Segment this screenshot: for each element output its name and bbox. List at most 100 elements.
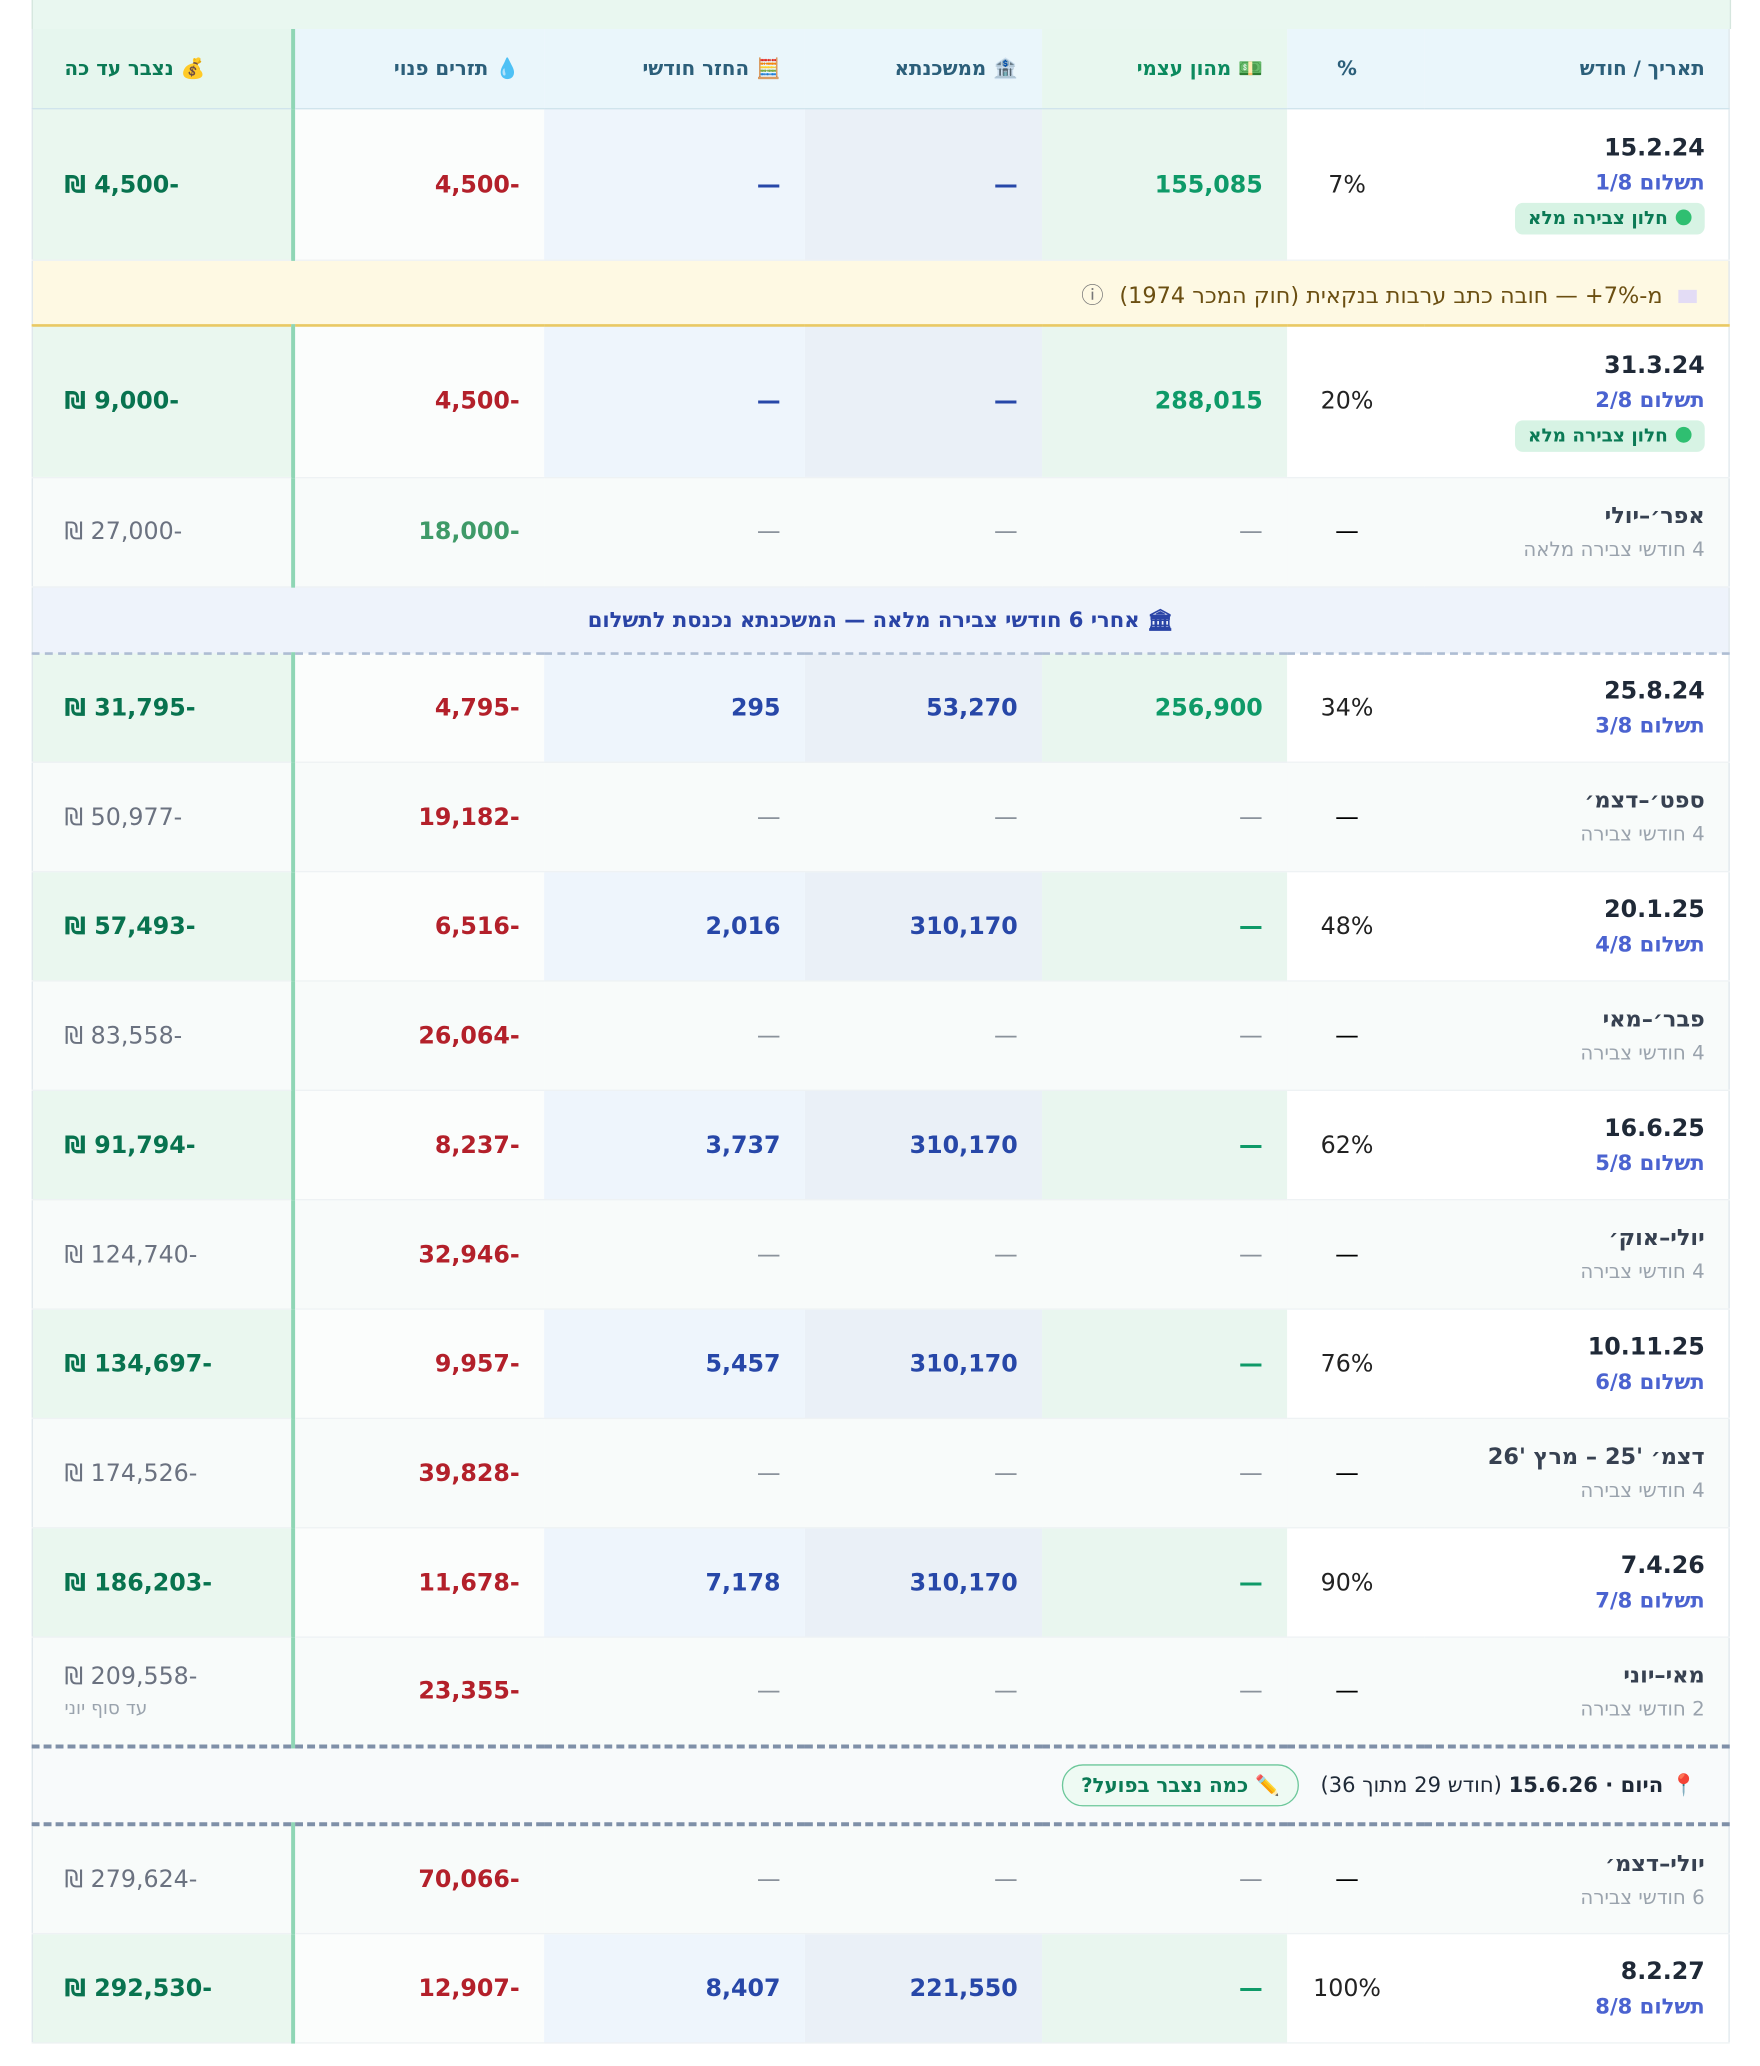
mortgage-cell: 310,170 [804,1309,1042,1420]
mortgage-cell: — [804,1418,1042,1529]
percent: 7% [1286,108,1424,261]
payment-row: 16.6.25 תשלום 5/8 62% —310,170 3,737 8,237- ₪ … [32,1090,1730,1201]
header-cell: 💵 מהון עצמי [1041,28,1287,110]
date: 15.2.24 [1604,134,1705,163]
total-cell: ₪ 209,558- עד סוף יוני [32,1637,296,1748]
total-cell: ₪ 91,794- [32,1090,296,1201]
repay-cell: — [543,1199,805,1310]
edit-button[interactable]: ✏️ כמה נצבר בפועל? [1061,1764,1300,1807]
total-cell: ₪ 57,493- [32,871,296,982]
total: ₪ 186,203- [64,1568,213,1597]
mortgage-cell: 221,550 [804,1933,1042,2044]
date: יולי–אוק׳ [1608,1225,1705,1252]
date-cell: 20.1.25 תשלום 4/8 [1423,871,1730,982]
total-cell: ₪ 279,624- [32,1824,296,1935]
percent: — [1286,1199,1424,1310]
repay-cell: — [543,980,805,1091]
mortgage-cell: — [804,476,1042,587]
total: ₪ 31,795- [64,694,196,722]
total: ₪ 91,794- [64,1131,196,1159]
accumulation-table: תאריך / חודש % 💵 מהון עצמי 🏦 ממשכנתא 🧮 ה… [31,28,1730,2044]
total: ₪ 209,558- [64,1662,198,1691]
date: 7.4.26 [1620,1552,1705,1580]
date-sub: תשלום 5/8 [1595,1150,1705,1176]
date-cell: 31.3.24 תשלום 2/8 חלון צבירה מלא [1423,325,1730,478]
date: ספט׳–דצמ׳ [1584,787,1705,815]
date-cell: 7.4.26 תשלום 7/8 [1423,1527,1730,1638]
summary-row: פבר׳–מאי 4 חודשי צבירה — — — —26,064- ₪ 83,558… [32,980,1730,1091]
payment-row: 20.1.25 תשלום 4/8 48% —310,170 2,016 6,516- ₪ … [32,871,1730,982]
flow-cell: 70,066- [293,1824,544,1935]
flow-cell: 26,064- [293,980,544,1091]
repay-cell: — [543,108,805,261]
percent: 90% [1286,1527,1424,1638]
total: ₪ 174,526- [64,1459,198,1487]
mortgage-cell: 310,170 [804,1090,1042,1201]
percent: — [1286,1418,1424,1529]
mortgage-cell: — [804,1637,1042,1748]
percent: — [1286,980,1424,1091]
today-row: 📍 היום · 15.6.26 (חודש 29 מתוך 36) ✏️ כמה… [32,1744,1730,1827]
summary-row: יולי–אוק׳ 4 חודשי צבירה — — — —32,946- ₪ 124,7… [32,1199,1730,1310]
date-sub: 2 חודשי צבירה [1580,1696,1705,1721]
date: 20.1.25 [1604,895,1705,924]
date-sub: 4 חודשי צבירה [1580,1040,1705,1065]
note-cell: מ-7%+ — חובה כתב ערבות בנקאית (חוק המכר … [32,260,1730,327]
payment-row: 8.2.27 תשלום 8/8 100% —221,550 8,407 12,907- ₪… [32,1933,1730,2044]
date-cell: דצמ׳ '25 – מרץ '26 4 חודשי צבירה [1423,1418,1730,1529]
total-cell: ₪ 27,000- [32,476,296,587]
flow-cell: 12,907- [293,1933,544,2044]
total-note: עד סוף יוני [64,1698,148,1720]
total: ₪ 50,977- [64,803,183,831]
today-detail: (חודש 29 מתוך 36) [1320,1772,1502,1798]
total: ₪ 134,697- [64,1349,213,1378]
total: ₪ 57,493- [64,912,196,941]
percent: — [1286,1637,1424,1748]
total-cell: ₪ 9,000- [32,325,296,478]
flow-cell: 4,500- [293,325,544,478]
total-cell: ₪ 292,530- [32,1933,296,2044]
date-sub: 4 חודשי צבירה [1580,1259,1705,1284]
date-cell: יולי–אוק׳ 4 חודשי צבירה [1423,1199,1730,1310]
date-sub: 4 חודשי צבירה [1580,822,1705,846]
note-text: מ-7%+ — חובה כתב ערבות בנקאית (חוק המכר … [1119,282,1663,309]
summary-row: יולי–דצמ׳ 6 חודשי צבירה — — — —70,066- ₪ 279,6… [32,1824,1730,1935]
date-sub: תשלום 7/8 [1595,1587,1705,1613]
repay-cell: — [543,1637,805,1748]
date-sub: תשלום 6/8 [1595,1368,1705,1395]
header-strip [31,0,1732,29]
flow-cell: 6,516- [293,871,544,982]
date-sub: 4 חודשי צבירה [1580,1478,1705,1503]
repay-cell: 3,737 [543,1090,805,1201]
flow-cell: 8,237- [293,1090,544,1201]
badge: חלון צבירה מלא [1514,419,1705,452]
percent: 76% [1286,1309,1424,1420]
repay-cell: — [543,1824,805,1935]
date-cell: 25.8.24 תשלום 3/8 [1423,652,1730,763]
mortgage-cell: — [804,980,1042,1091]
payment-row: 31.3.24 תשלום 2/8 חלון צבירה מלא 20% 288,015… [32,325,1730,478]
banner-text: 🏛 אחרי 6 חודשי צבירה מלאה — המשכנתא נכנס… [587,606,1174,632]
repay-cell: 7,178 [543,1527,805,1638]
mortgage-cell: 310,170 [804,871,1042,982]
repay-cell: 8,407 [543,1933,805,2044]
header-cell: % [1286,28,1424,110]
date-sub: 4 חודשי צבירה מלאה [1523,536,1705,561]
total-cell: ₪ 83,558- [32,980,296,1091]
banner-row: 🏛 אחרי 6 חודשי צבירה מלאה — המשכנתא נכנס… [32,586,1730,655]
date-sub: תשלום 2/8 [1595,387,1705,413]
date: אפר׳–יולי [1604,502,1705,530]
date-cell: מאי–יוני 2 חודשי צבירה [1423,1637,1730,1748]
header-row: תאריך / חודש % 💵 מהון עצמי 🏦 ממשכנתא 🧮 ה… [32,28,1730,110]
total: ₪ 4,500- [64,170,180,199]
summary-row: דצמ׳ '25 – מרץ '26 4 חודשי צבירה — — — —39,82… [32,1418,1730,1529]
total: ₪ 27,000- [64,517,183,546]
total-cell: ₪ 50,977- [32,762,296,873]
equity-cell: — [1041,1527,1287,1638]
equity-cell: — [1041,476,1287,587]
equity-cell: 155,085 [1041,108,1287,261]
header-cell: 🧮 החזר חודשי [543,28,805,110]
percent: 48% [1286,871,1424,982]
date: יולי–דצמ׳ [1605,1850,1705,1877]
badge: חלון צבירה מלא [1514,202,1705,235]
